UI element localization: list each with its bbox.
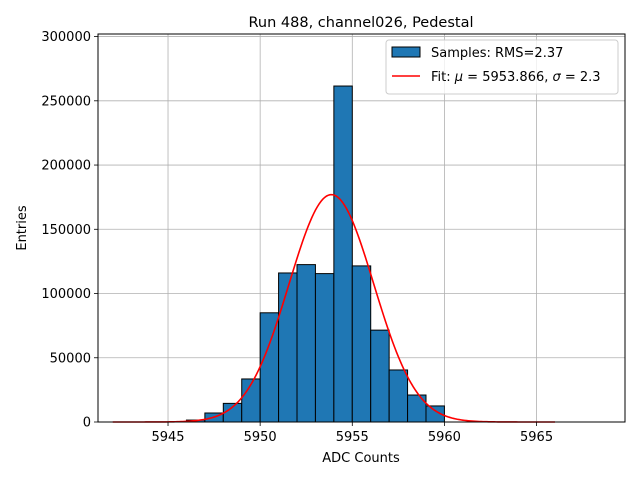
plot-area-frame — [97, 33, 626, 423]
histogram-bar — [296, 264, 316, 423]
y-tick-label: 250000 — [41, 94, 91, 109]
y-axis-label: Entries — [15, 205, 30, 251]
legend-frame — [385, 39, 619, 95]
x-tick-label: 5950 — [244, 430, 277, 445]
x-tick-label: 5960 — [428, 430, 461, 445]
y-tick-label: 100000 — [41, 287, 91, 302]
histogram-bar — [259, 312, 280, 423]
x-tick-label: 5945 — [151, 430, 184, 445]
histogram-bar — [351, 265, 372, 423]
y-tick-label: 300000 — [41, 30, 91, 45]
y-tick-label: 200000 — [41, 159, 91, 174]
legend-samples-label: Samples: RMS=2.37 — [431, 46, 563, 61]
histogram-bar — [388, 369, 409, 423]
y-tick-label: 0 — [83, 416, 91, 431]
legend-samples-swatch — [391, 46, 421, 58]
legend-fit-mu-symbol: μ — [454, 70, 463, 85]
legend-fit-label: Fit: μ = 5953.866, σ = 2.3 — [431, 70, 601, 85]
legend-fit-sigma-value: = 2.3 — [561, 70, 601, 85]
histogram-bar — [370, 329, 390, 423]
histogram-bar — [333, 85, 353, 423]
x-tick-label: 5955 — [336, 430, 369, 445]
legend-fit-sigma-symbol: σ — [553, 70, 562, 85]
x-tick-label: 5965 — [520, 430, 553, 445]
legend: Samples: RMS=2.37 Fit: μ = 5953.866, σ =… — [385, 39, 619, 95]
histogram-bar — [278, 272, 298, 423]
x-axis-label: ADC Counts — [322, 451, 400, 466]
y-tick-label: 150000 — [41, 223, 91, 238]
y-axis-ticks: 0 50000 100000 150000 200000 250000 300000 — [41, 30, 98, 431]
chart-title: Run 488, channel026, Pedestal — [248, 15, 473, 31]
histogram-bar — [314, 273, 335, 423]
legend-fit-mu-value: = 5953.866, — [463, 70, 552, 85]
x-axis-ticks: 5945 5950 5955 5960 5965 — [151, 422, 553, 445]
y-tick-label: 50000 — [50, 351, 91, 366]
legend-fit-prefix: Fit: — [431, 70, 455, 85]
